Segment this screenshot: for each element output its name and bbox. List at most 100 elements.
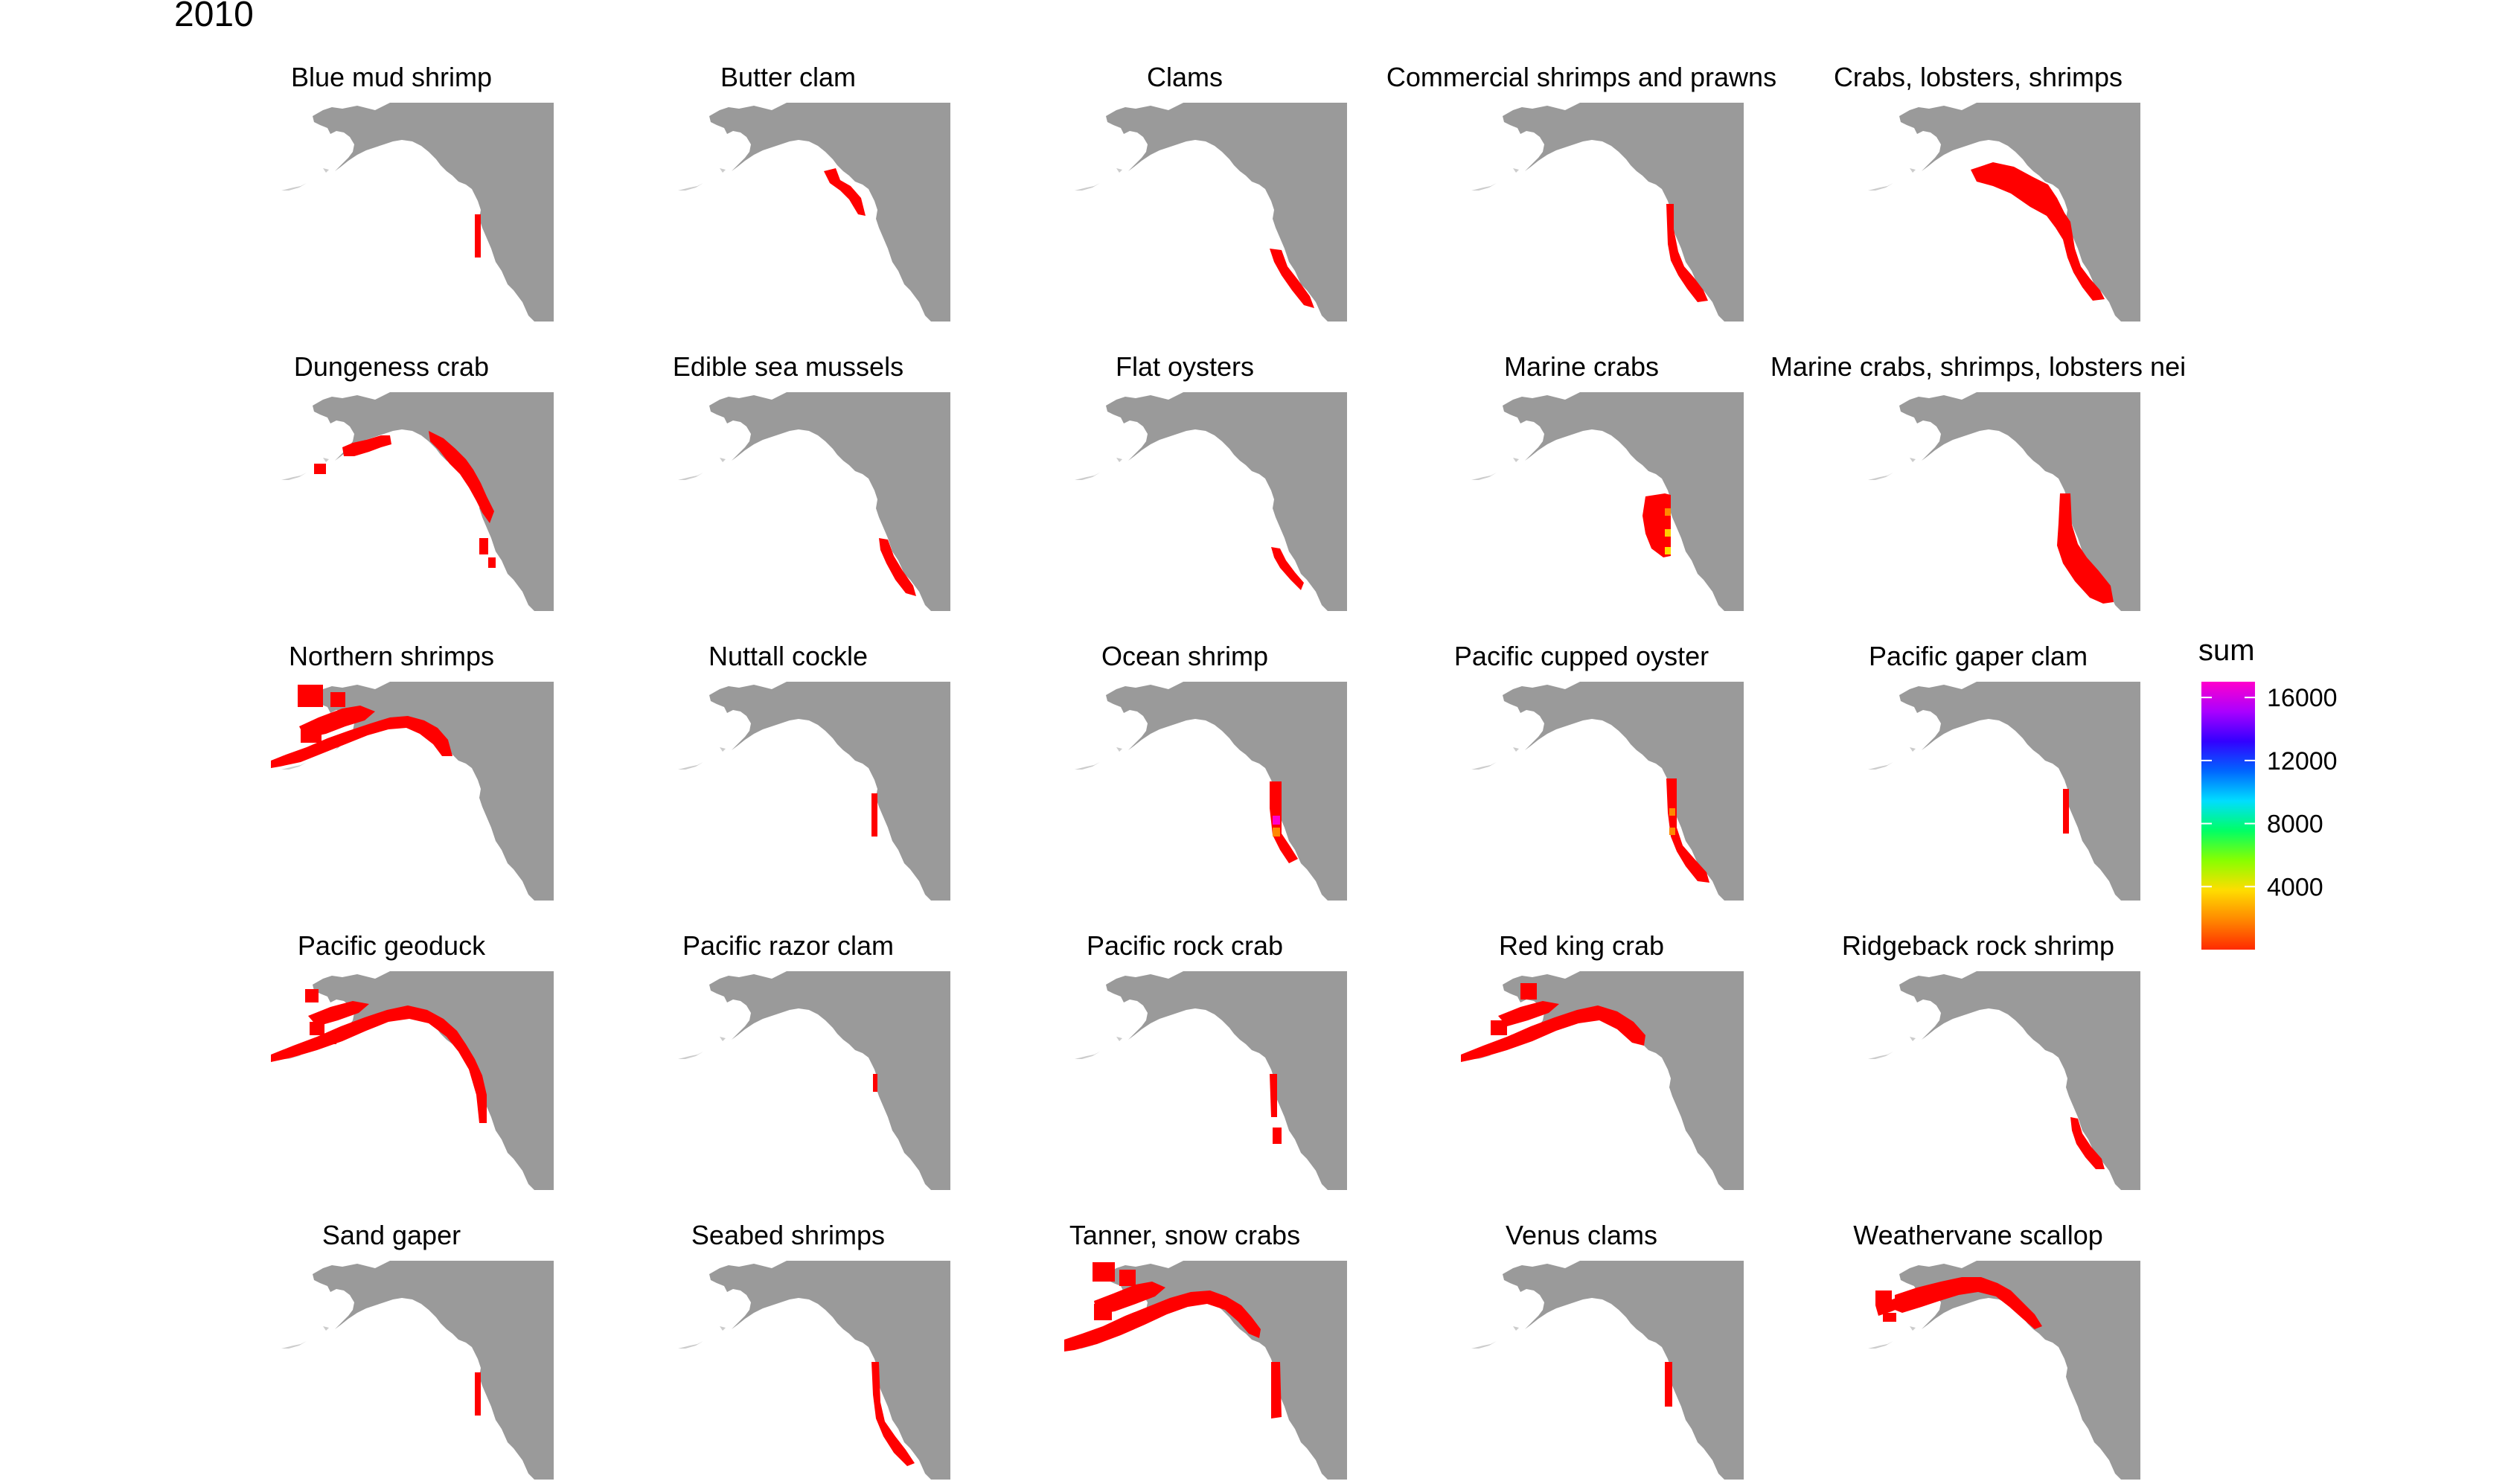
catch-cells (1665, 1362, 1672, 1407)
catch-cells (1270, 249, 1314, 308)
land-mass (1075, 971, 1347, 1190)
facet-panel: Ocean shrimp (1075, 641, 1347, 901)
facet-panel: Tanner, snow crabs (1064, 1220, 1347, 1480)
facet-panel: Edible sea mussels (673, 351, 950, 611)
facet-label: Ridgeback rock shrimp (1842, 930, 2114, 961)
facet-label: Marine crabs (1504, 351, 1659, 382)
facet-panel: Marine crabs (1471, 351, 1744, 611)
high-sum-cell (1669, 828, 1675, 835)
catch-cells (1520, 983, 1537, 1000)
catch-cells (342, 435, 391, 456)
catch-cells (1271, 547, 1304, 590)
land-mass (281, 682, 554, 901)
land-mass (1868, 682, 2140, 901)
facet-panel: Pacific razor clam (678, 930, 950, 1190)
catch-cells (871, 1362, 915, 1466)
facet-label: Tanner, snow crabs (1069, 1220, 1300, 1250)
land-mass (1471, 971, 1744, 1190)
catch-cells (301, 726, 322, 743)
land-mass (1471, 392, 1744, 611)
facet-label: Pacific cupped oyster (1454, 641, 1709, 671)
facet-panel: Dungeness crab (281, 351, 554, 611)
catch-cells (1875, 1290, 1892, 1305)
facet-panel: Commercial shrimps and prawns (1386, 62, 1776, 322)
high-sum-cell (1273, 816, 1280, 825)
catch-cells (271, 716, 452, 768)
catch-cells (2063, 789, 2069, 834)
high-sum-cell (1273, 828, 1280, 837)
catch-cells (1666, 204, 1708, 302)
catch-cells (871, 793, 877, 837)
catch-cells (1119, 1270, 1136, 1286)
catch-cells (1971, 162, 2105, 301)
facet-label: Ocean shrimp (1101, 641, 1268, 671)
facet-label: Commercial shrimps and prawns (1386, 62, 1776, 92)
legend-title: sum (2198, 634, 2255, 667)
facet-label: Dungeness crab (294, 351, 489, 382)
legend-tick-label: 16000 (2267, 684, 2338, 712)
facet-panel: Ridgeback rock shrimp (1842, 930, 2140, 1190)
facet-panel: Pacific geoduck (271, 930, 554, 1190)
facet-label: Pacific razor clam (682, 930, 894, 961)
legend-tick-label: 4000 (2267, 873, 2323, 901)
land-mass (678, 1261, 950, 1480)
catch-cells (308, 1001, 369, 1026)
facet-label: Clams (1147, 62, 1223, 92)
catch-cells (310, 1022, 324, 1035)
catch-cells (1270, 1074, 1277, 1117)
catch-cells (1064, 1290, 1261, 1352)
catch-cells (1498, 1001, 1559, 1026)
high-sum-cell (1669, 808, 1675, 816)
facet-label: Weathervane scallop (1853, 1220, 2103, 1250)
catch-cells (824, 168, 866, 216)
catch-cells (1270, 781, 1298, 863)
facet-panel: Flat oysters (1075, 351, 1347, 611)
land-mass (678, 682, 950, 901)
facet-label: Flat oysters (1116, 351, 1254, 382)
catch-cells (1271, 1362, 1282, 1419)
land-mass (678, 392, 950, 611)
facet-panel: Nuttall cockle (678, 641, 950, 901)
facet-label: Pacific gaper clam (1869, 641, 2088, 671)
land-mass (678, 971, 950, 1190)
facet-label: Nuttall cockle (708, 641, 868, 671)
catch-cells (298, 685, 323, 707)
facet-label: Marine crabs, shrimps, lobsters nei (1771, 351, 2186, 382)
facet-panel: Butter clam (678, 62, 950, 322)
catch-cells (1883, 1313, 1896, 1322)
catch-cells (1875, 1292, 1925, 1316)
land-mass (1075, 103, 1347, 322)
catch-cells (1461, 1005, 1645, 1062)
facet-label: Butter clam (720, 62, 856, 92)
catch-cells (1895, 1277, 2042, 1329)
facet-panel: Pacific rock crab (1075, 930, 1347, 1190)
land-mass (1471, 682, 1744, 901)
catch-cells (475, 1372, 481, 1416)
facet-panel: Sand gaper (281, 1220, 554, 1480)
facet-label: Pacific rock crab (1087, 930, 1283, 961)
land-mass (281, 103, 554, 322)
catch-cells (873, 1074, 877, 1092)
land-mass (281, 971, 554, 1190)
facet-panel: Northern shrimps (271, 641, 554, 901)
land-mass (1471, 1261, 1744, 1480)
facet-panel: Weathervane scallop (1853, 1220, 2140, 1480)
facet-panel: Red king crab (1461, 930, 1744, 1190)
catch-cells (1273, 1128, 1282, 1144)
facet-panel: Venus clams (1471, 1220, 1744, 1480)
land-mass (1075, 392, 1347, 611)
land-mass (1471, 103, 1744, 322)
catch-cells (305, 989, 319, 1002)
high-sum-cell (1665, 529, 1671, 537)
facet-panel: Clams (1075, 62, 1347, 322)
facet-label: Northern shrimps (289, 641, 494, 671)
catch-cells (271, 1005, 487, 1123)
catch-cells (488, 557, 496, 568)
facet-label: Red king crab (1499, 930, 1664, 961)
catch-cells (1491, 1020, 1507, 1035)
catch-cells (1094, 1304, 1112, 1320)
catch-cells (429, 431, 494, 523)
facet-panel: Seabed shrimps (678, 1220, 950, 1480)
